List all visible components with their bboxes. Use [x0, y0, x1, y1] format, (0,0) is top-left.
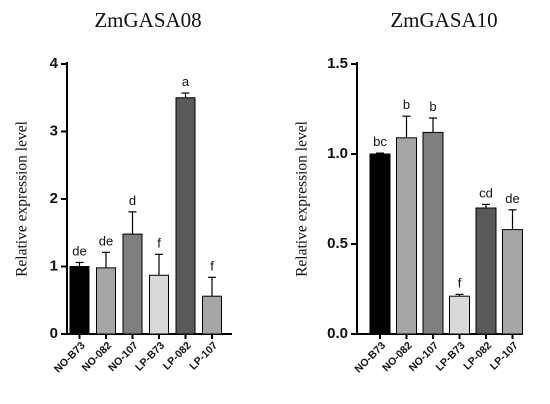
significance-label: de: [72, 243, 86, 258]
significance-label: f: [210, 258, 214, 273]
y-tick-label: 1: [50, 257, 58, 274]
significance-label: de: [99, 233, 113, 248]
y-tick-label: 0.5: [327, 235, 348, 252]
y-tick-label: 2: [50, 190, 58, 207]
significance-label: b: [429, 99, 436, 114]
x-tick-label: LP-107: [488, 339, 521, 372]
y-axis-label: Relative expression level: [294, 121, 311, 277]
bar: [122, 233, 143, 335]
significance-label: f: [157, 235, 161, 250]
x-tick-label: NO-B73: [52, 339, 88, 375]
significance-label: bc: [373, 134, 387, 149]
chart-title: ZmGASA08: [94, 8, 201, 32]
x-tick-label: LP-107: [187, 339, 220, 372]
bar: [422, 131, 444, 335]
x-tick-label: LP-082: [461, 339, 494, 372]
bar: [396, 137, 417, 335]
y-tick-label: 1.0: [327, 145, 348, 162]
x-tick-label: LP-B73: [434, 339, 468, 373]
significance-label: b: [403, 97, 410, 112]
significance-label: a: [182, 74, 190, 89]
y-axis-label: Relative expression level: [14, 121, 31, 277]
bar: [502, 229, 523, 335]
significance-label: cd: [479, 185, 493, 200]
chart-title: ZmGASA10: [390, 8, 497, 32]
bar: [175, 97, 196, 335]
x-tick-label: LP-B73: [133, 339, 167, 373]
significance-label: de: [505, 191, 519, 206]
bar: [475, 207, 497, 335]
y-tick-label: 0: [50, 325, 58, 342]
x-tick-label: LP-082: [161, 339, 194, 372]
significance-label: d: [129, 193, 136, 208]
y-tick-label: 4: [50, 55, 59, 72]
y-tick-label: 1.5: [327, 55, 348, 72]
x-tick-label: NO-B73: [352, 339, 388, 375]
bar: [96, 267, 116, 335]
bar: [449, 295, 470, 335]
y-tick-label: 0.0: [327, 325, 348, 342]
bar: [149, 274, 169, 335]
significance-label: f: [458, 275, 462, 290]
bar: [202, 295, 222, 335]
bar: [369, 153, 391, 335]
y-tick-label: 3: [50, 122, 58, 139]
bar: [69, 266, 90, 335]
